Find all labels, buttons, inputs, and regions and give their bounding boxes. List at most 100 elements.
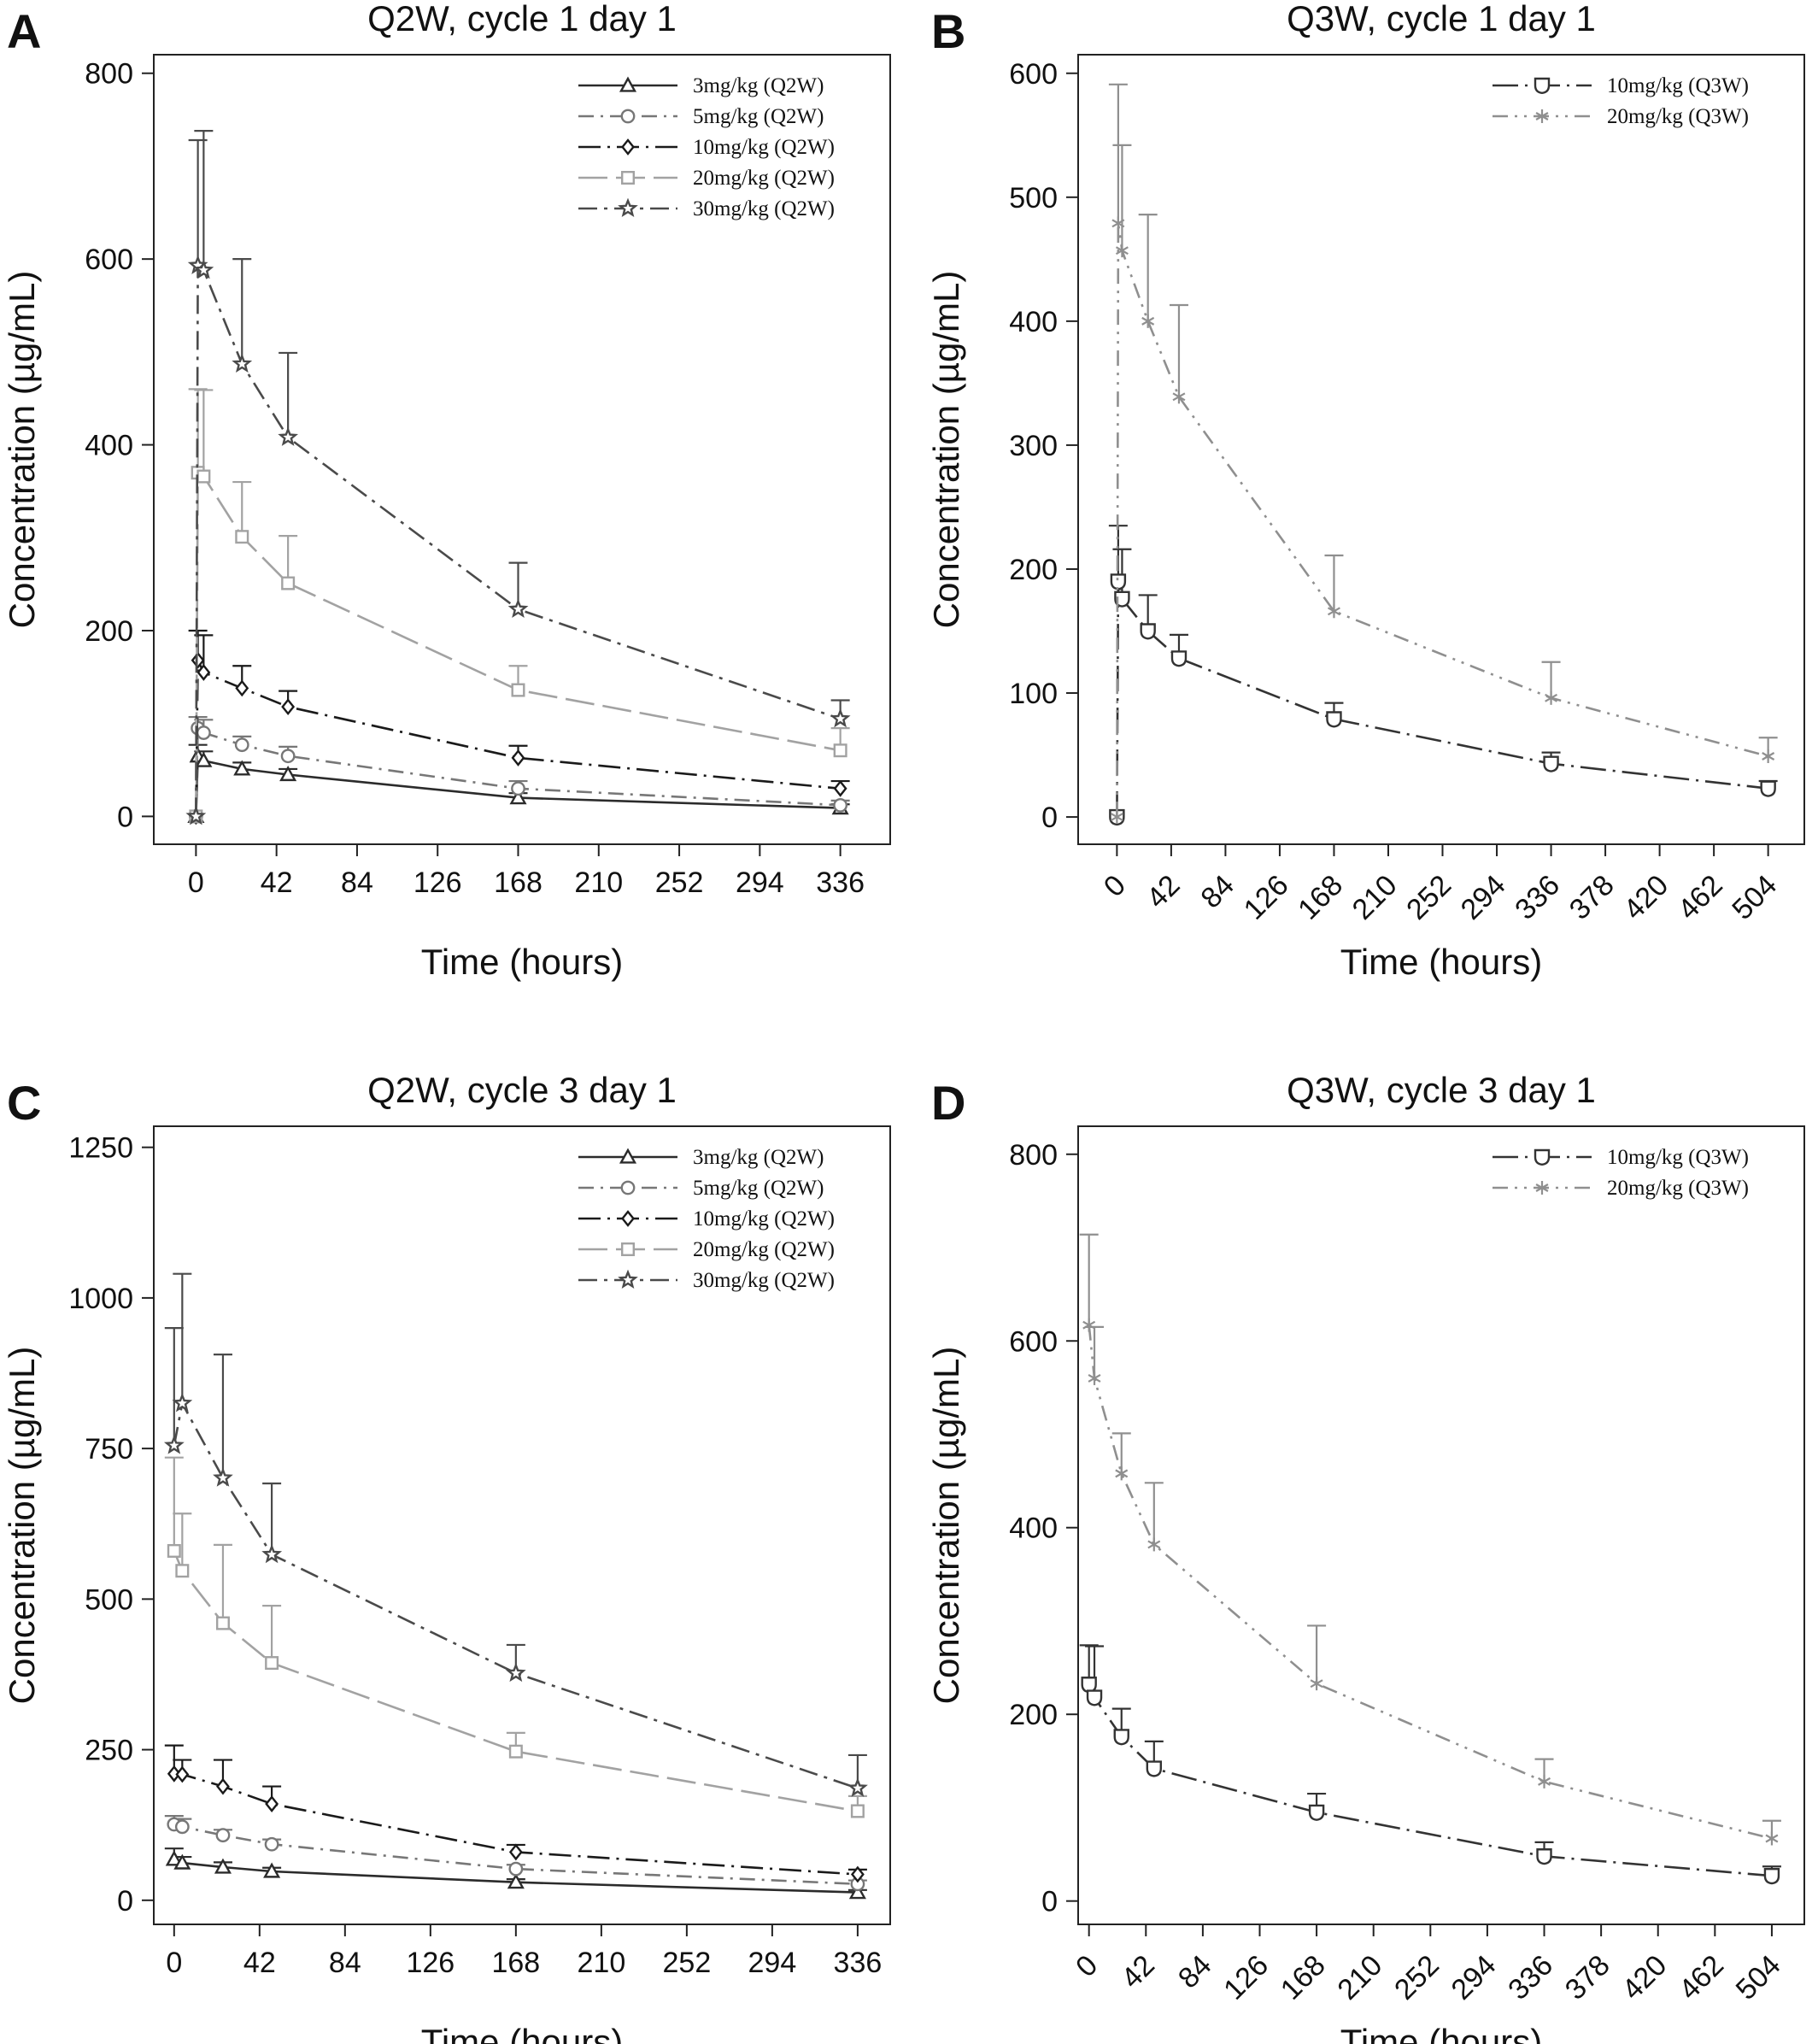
x-tick-label: 378 [1563, 869, 1621, 926]
data-point [173, 1853, 191, 1870]
y-axis-label: Concentration (µg/mL) [2, 271, 42, 629]
x-tick-label: 168 [1275, 1949, 1332, 2006]
series-line [173, 1550, 859, 1812]
x-axis: 0 42 84 126 168 210 252 294 336 [188, 844, 865, 899]
x-tick-label: 252 [1400, 869, 1457, 926]
legend-label: 20mg/kg (Q2W) [693, 167, 835, 190]
x-tick-label: 0 [166, 1947, 182, 1979]
x-axis: 0 42 84 126 168 210 252 294 336 [166, 1924, 882, 1979]
x-axis-label: Time (hours) [1340, 942, 1542, 982]
x-tick-label: 84 [1194, 869, 1240, 915]
data-point [280, 749, 296, 764]
chart-title: Q3W, cycle 1 day 1 [1287, 0, 1596, 38]
data-point [1082, 1318, 1096, 1332]
y-tick-label: 750 [85, 1433, 133, 1465]
data-point [167, 1543, 181, 1558]
x-tick-label: 294 [1446, 1949, 1503, 2006]
data-point [172, 1392, 193, 1413]
x-tick-label: 336 [1502, 1949, 1559, 2006]
series-30mg-kg-q2w [163, 1272, 868, 1797]
data-point [847, 1777, 868, 1797]
data-point [235, 530, 249, 544]
legend-label: 10mg/kg (Q2W) [693, 1207, 835, 1231]
x-tick-label: 42 [261, 866, 293, 899]
legend-marker [1535, 109, 1549, 123]
data-point [830, 708, 851, 728]
data-point [1538, 1774, 1551, 1788]
legend-label: 30mg/kg (Q2W) [693, 197, 835, 220]
legend-marker [619, 76, 637, 92]
data-point [174, 1819, 190, 1835]
data-point [1111, 216, 1125, 231]
data-point [1762, 749, 1775, 764]
x-tick-label: 294 [1455, 869, 1512, 926]
panel-a: A Q2W, cycle 1 day 1 0 200 400 600 800 0 42 84 126… [2, 0, 891, 982]
legend: 3mg/kg (Q2W) 5mg/kg (Q2W) 10mg/kg (Q2W) 20m… [578, 1146, 835, 1292]
data-point [1086, 1689, 1103, 1706]
y-tick-label: 400 [85, 430, 133, 462]
chart-title: Q2W, cycle 1 day 1 [367, 0, 677, 38]
x-tick-label: 252 [663, 1947, 712, 1979]
series-line [1116, 223, 1769, 818]
data-point [1172, 390, 1186, 404]
series-line [1088, 1324, 1773, 1840]
x-tick-label: 168 [1292, 869, 1349, 926]
data-point [264, 1836, 279, 1852]
legend-entry: 5mg/kg (Q2W) [578, 105, 824, 128]
data-point [1110, 810, 1123, 825]
x-tick-label: 210 [1346, 869, 1404, 926]
x-tick-label: 210 [1331, 1949, 1388, 2006]
data-point [1140, 623, 1156, 640]
data-point [1763, 1868, 1780, 1885]
x-tick-label: 252 [1388, 1949, 1446, 2006]
legend-label: 30mg/kg (Q2W) [693, 1269, 835, 1292]
series-line [173, 1400, 859, 1789]
x-tick-label: 504 [1726, 869, 1783, 926]
legend-entry: 20mg/kg (Q2W) [578, 167, 835, 190]
legend-marker [1534, 77, 1551, 95]
plot-frame [153, 54, 891, 845]
data-point [850, 1865, 865, 1883]
data-point [196, 725, 211, 740]
legend-marker [621, 1210, 635, 1227]
legend-entry: 10mg/kg (Q3W) [1493, 1146, 1749, 1169]
data-point [508, 1744, 523, 1759]
data-point [265, 1656, 279, 1671]
x-tick-label: 336 [1509, 869, 1566, 926]
data-point [1543, 755, 1559, 772]
y-tick-label: 600 [1009, 1325, 1058, 1358]
data-point [1113, 1729, 1129, 1746]
y-tick-label: 0 [1041, 1886, 1058, 1918]
data-point [196, 469, 211, 484]
legend-entry: 30mg/kg (Q2W) [578, 1269, 835, 1292]
x-tick-label: 84 [329, 1947, 361, 1979]
data-point [279, 765, 297, 782]
series-line [1088, 1683, 1773, 1877]
data-point [1110, 573, 1127, 590]
data-point [1327, 604, 1340, 619]
data-point [1146, 1760, 1163, 1777]
y-tick-label: 600 [1009, 58, 1058, 91]
y-tick-label: 100 [1009, 678, 1058, 710]
chart-title: Q2W, cycle 3 day 1 [367, 1070, 677, 1110]
data-point [261, 1543, 283, 1564]
x-tick-label: 420 [1616, 1949, 1673, 2006]
legend-entry: 5mg/kg (Q2W) [578, 1177, 824, 1200]
panel-letter: B [931, 4, 965, 58]
x-tick-label: 210 [574, 866, 623, 899]
x-tick-label: 378 [1559, 1949, 1616, 2006]
y-axis-label: Concentration (µg/mL) [926, 271, 966, 629]
x-tick-label: 294 [736, 866, 784, 899]
data-point [848, 1883, 866, 1900]
y-tick-label: 400 [1009, 306, 1058, 338]
legend: 10mg/kg (Q3W) 20mg/kg (Q3W) [1493, 1146, 1749, 1200]
x-tick-label: 126 [1217, 1949, 1275, 2006]
legend-entry: 30mg/kg (Q2W) [578, 197, 835, 220]
data-point [1170, 650, 1188, 667]
plot-frame [1077, 54, 1805, 845]
legend-marker [1535, 1181, 1549, 1195]
data-point [1326, 711, 1342, 728]
data-point [1088, 1371, 1101, 1385]
